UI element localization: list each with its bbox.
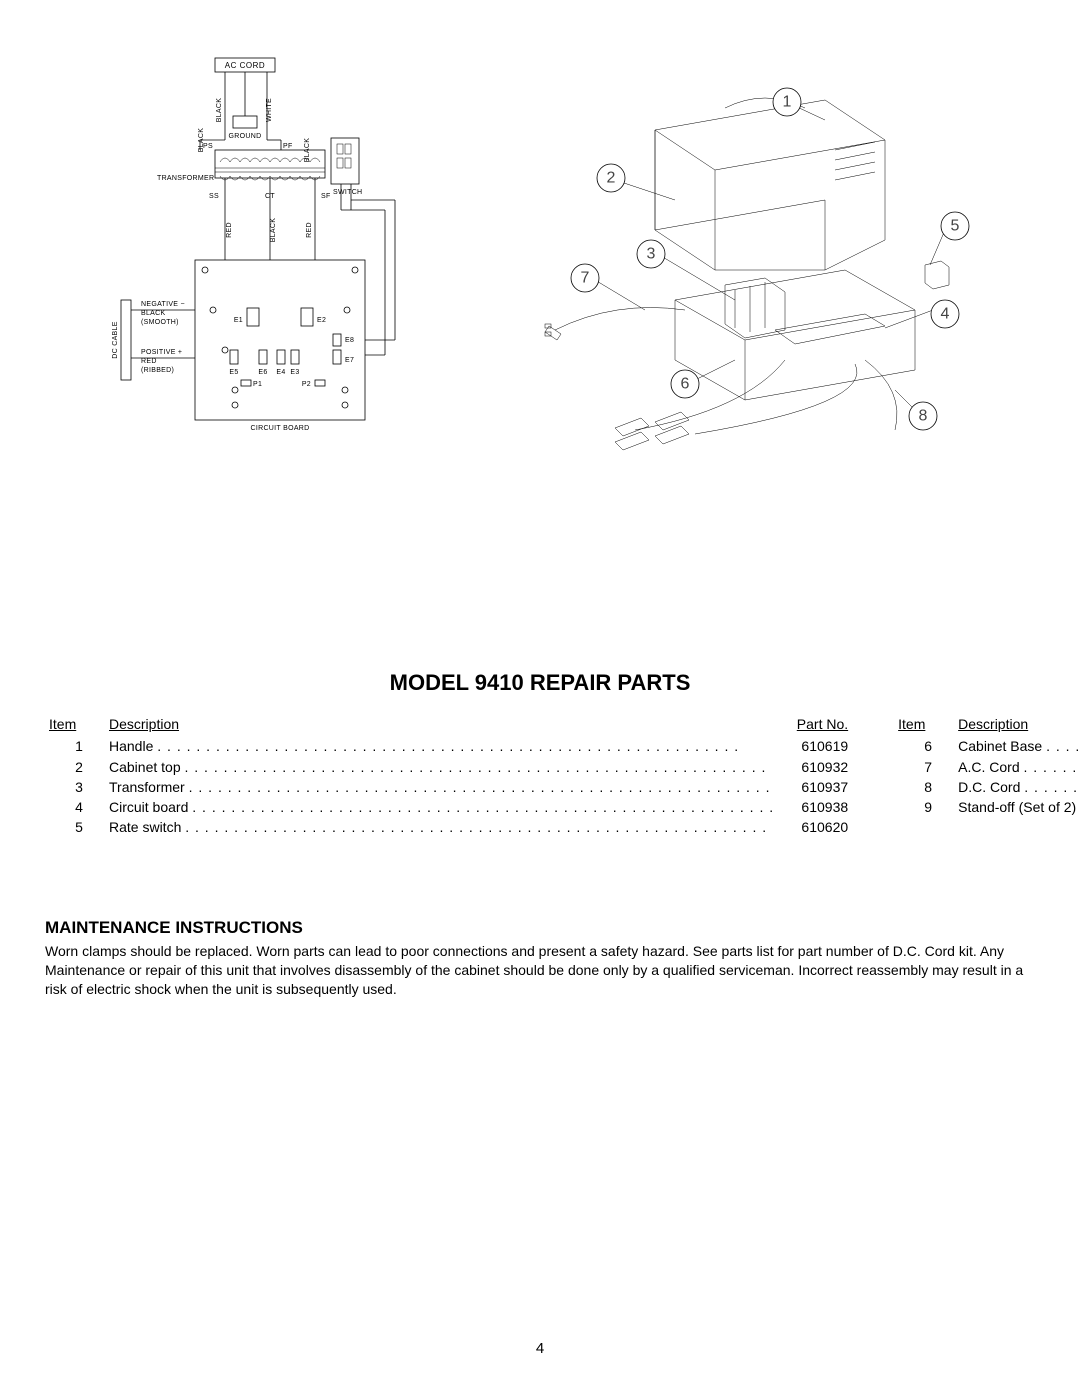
svg-text:CIRCUIT BOARD: CIRCUIT BOARD xyxy=(251,425,310,432)
parts-col-right: Item Description Part No. 6Cabinet Base … xyxy=(898,714,1080,838)
table-row: 9Stand-off (Set of 2) 610759 xyxy=(898,797,1080,817)
svg-text:POSITIVE +: POSITIVE + xyxy=(141,349,182,356)
maintenance-heading: MAINTENANCE INSTRUCTIONS xyxy=(45,918,1035,938)
svg-text:E3: E3 xyxy=(290,369,299,376)
table-row: 4Circuit board 610938 xyxy=(49,797,848,817)
svg-text:E6: E6 xyxy=(258,369,267,376)
svg-text:PS: PS xyxy=(203,143,213,150)
svg-text:4: 4 xyxy=(941,306,950,323)
svg-text:PF: PF xyxy=(283,143,293,150)
svg-text:E5: E5 xyxy=(229,369,238,376)
svg-text:NEGATIVE −: NEGATIVE − xyxy=(141,301,185,308)
svg-text:(RIBBED): (RIBBED) xyxy=(141,367,174,374)
page-number: 4 xyxy=(0,1340,1080,1357)
table-row: 6Cabinet Base 610939 xyxy=(898,736,1080,756)
svg-text:6: 6 xyxy=(681,376,690,393)
table-row: 7A.C. Cord 610936 xyxy=(898,757,1080,777)
exploded-view: 1 2 3 4 5 6 7 8 xyxy=(525,70,1005,480)
wiring-schematic: AC CORD BLACK WHITE BLACK BLACK GROUND xyxy=(85,50,445,460)
svg-text:3: 3 xyxy=(647,246,656,263)
parts-col-left: Item Description Part No. 1Handle 610619… xyxy=(49,714,848,838)
svg-text:2: 2 xyxy=(607,170,616,187)
svg-text:RED: RED xyxy=(306,222,313,238)
svg-text:SS: SS xyxy=(209,193,219,200)
svg-text:E4: E4 xyxy=(276,369,285,376)
table-row: 5Rate switch 610620 xyxy=(49,817,848,837)
parts-table: Item Description Part No. 1Handle 610619… xyxy=(45,714,1035,838)
svg-text:BLACK: BLACK xyxy=(270,218,277,242)
svg-text:1: 1 xyxy=(783,94,792,111)
svg-text:5: 5 xyxy=(951,218,960,235)
svg-text:E2: E2 xyxy=(317,317,326,324)
svg-text:P1: P1 xyxy=(253,381,262,388)
svg-text:DC CABLE: DC CABLE xyxy=(112,321,119,358)
table-row: 1Handle 610619 xyxy=(49,736,848,756)
label-ac-cord: AC CORD xyxy=(225,61,265,70)
svg-text:E8: E8 xyxy=(345,337,354,344)
svg-text:E1: E1 xyxy=(234,317,243,324)
svg-text:BLACK: BLACK xyxy=(141,310,165,317)
svg-text:RED: RED xyxy=(226,222,233,238)
svg-text:CT: CT xyxy=(265,193,275,200)
maintenance-body: Worn clamps should be replaced. Worn par… xyxy=(45,942,1035,999)
svg-text:E7: E7 xyxy=(345,357,354,364)
svg-text:7: 7 xyxy=(581,270,590,287)
svg-text:BLACK: BLACK xyxy=(216,98,223,122)
svg-text:GROUND: GROUND xyxy=(229,133,262,140)
svg-text:WHITE: WHITE xyxy=(266,98,273,122)
svg-text:8: 8 xyxy=(919,408,928,425)
page-title: MODEL 9410 REPAIR PARTS xyxy=(45,670,1035,696)
col-item: Item xyxy=(49,714,109,734)
col-part: Part No. xyxy=(778,714,848,734)
col-desc: Description xyxy=(109,714,778,734)
table-row: 3Transformer 610937 xyxy=(49,777,848,797)
table-row: 2Cabinet top 610932 xyxy=(49,757,848,777)
table-row: 8D.C. Cord 610615 xyxy=(898,777,1080,797)
svg-text:SF: SF xyxy=(321,193,331,200)
svg-text:RED: RED xyxy=(141,358,157,365)
svg-text:(SMOOTH): (SMOOTH) xyxy=(141,319,179,326)
svg-text:TRANSFORMER: TRANSFORMER xyxy=(157,175,214,182)
svg-text:SWITCH: SWITCH xyxy=(333,189,362,196)
svg-text:P2: P2 xyxy=(302,381,311,388)
